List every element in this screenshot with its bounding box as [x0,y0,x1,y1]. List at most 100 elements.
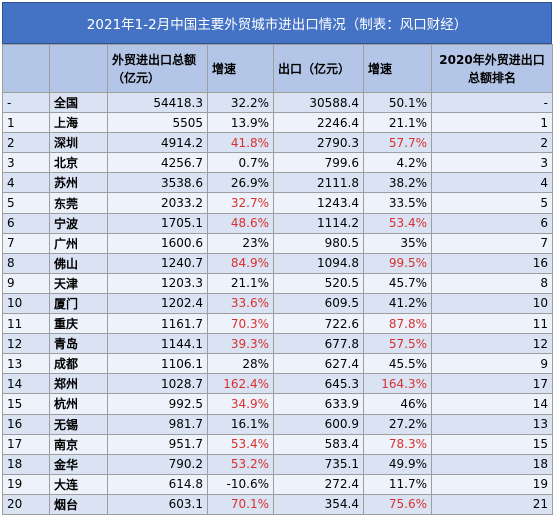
cell-export-growth: 57.7% [363,132,432,154]
cell-city: 苏州 [49,172,108,194]
cell-rank-2020: 1 [431,112,553,134]
cell-export: 520.5 [273,272,364,294]
cell-rank-2020: 8 [431,272,553,294]
cell-total-growth: 84.9% [207,252,274,274]
cell-export: 1094.8 [273,252,364,274]
cell-export: 354.4 [273,493,364,515]
cell-export: 799.6 [273,152,364,174]
cell-city: 佛山 [49,252,108,274]
cell-export-growth: 53.4% [363,212,432,234]
cell-export-growth: 87.8% [363,313,432,335]
cell-export: 272.4 [273,473,364,495]
cell-total-growth: 32.7% [207,192,274,214]
cell-export: 627.4 [273,353,364,375]
cell-rank: 2 [2,132,50,154]
cell-export-growth: 33.5% [363,192,432,214]
cell-total: 5505 [107,112,208,134]
table-header-row: 外贸进出口总额（亿元） 增速 出口（亿元） 增速 2020年外贸进出口总额排名 [2,44,553,93]
cell-total-growth: 39.3% [207,333,274,355]
cell-rank: 15 [2,393,50,415]
cell-export: 2246.4 [273,112,364,134]
cell-rank-2020: 7 [431,232,553,254]
cell-export-growth: 99.5% [363,252,432,274]
cell-export-growth: 11.7% [363,473,432,495]
cell-total: 790.2 [107,453,208,475]
cell-rank-2020: 11 [431,313,553,335]
table-row: 2 深圳 4914.2 41.8% 2790.3 57.7% 2 [2,132,553,154]
cell-rank: 10 [2,292,50,315]
header-export: 出口（亿元） [273,44,364,93]
cell-export: 677.8 [273,333,364,355]
cell-rank-2020: 19 [431,473,553,495]
cell-total-growth: 48.6% [207,212,274,234]
cell-rank: 6 [2,212,50,234]
cell-export-growth: 57.5% [363,333,432,355]
table-row: 15 杭州 992.5 34.9% 633.9 46% 14 [2,393,553,415]
cell-total: 603.1 [107,493,208,515]
cell-total-growth: -10.6% [207,473,274,495]
cell-export: 980.5 [273,232,364,254]
cell-rank: 7 [2,232,50,254]
cell-city: 上海 [49,112,108,134]
cell-export-growth: 164.3% [363,373,432,395]
cell-city: 广州 [49,232,108,254]
cell-export-growth: 4.2% [363,152,432,174]
cell-total-growth: 53.4% [207,433,274,455]
table-row: 13 成都 1106.1 28% 627.4 45.5% 9 [2,353,553,375]
table-row: 1 上海 5505 13.9% 2246.4 21.1% 1 [2,112,553,134]
cell-total: 614.8 [107,473,208,495]
cell-export-growth: 49.9% [363,453,432,475]
cell-total-growth: 70.3% [207,313,274,335]
cell-rank: 20 [2,493,50,515]
cell-export: 583.4 [273,433,364,455]
cell-rank: 4 [2,172,50,194]
cell-export: 609.5 [273,292,364,315]
cell-export-growth: 21.1% [363,112,432,134]
cell-total-growth: 28% [207,353,274,375]
cell-city: 厦门 [49,292,108,315]
cell-rank: 1 [2,112,50,134]
cell-rank-2020: 16 [431,252,553,274]
table-row: 8 佛山 1240.7 84.9% 1094.8 99.5% 16 [2,252,553,274]
cell-total: 3538.6 [107,172,208,194]
cell-total-growth: 21.1% [207,272,274,294]
table-row: 6 宁波 1705.1 48.6% 1114.2 53.4% 6 [2,212,553,234]
table-row: 5 东莞 2033.2 32.7% 1243.4 33.5% 5 [2,192,553,214]
cell-total: 951.7 [107,433,208,455]
cell-city: 北京 [49,152,108,174]
cell-rank-2020: 18 [431,453,553,475]
table-title: 2021年1-2月中国主要外贸城市进出口情况（制表：风口财经） [2,2,552,44]
cell-total-growth: 34.9% [207,393,274,415]
cell-rank: 18 [2,453,50,475]
cell-total: 1144.1 [107,333,208,355]
table-row: 14 郑州 1028.7 162.4% 645.3 164.3% 17 [2,373,553,395]
cell-total: 1161.7 [107,313,208,335]
header-total: 外贸进出口总额（亿元） [107,44,208,93]
cell-total-growth: 162.4% [207,373,274,395]
cell-rank-2020: 17 [431,373,553,395]
table-row: 3 北京 4256.7 0.7% 799.6 4.2% 3 [2,152,553,174]
table-row: 9 天津 1203.3 21.1% 520.5 45.7% 8 [2,272,553,294]
cell-rank-2020: 6 [431,212,553,234]
table-row: - 全国 54418.3 32.2% 30588.4 50.1% - [2,91,553,114]
cell-export: 2111.8 [273,172,364,194]
cell-rank: 9 [2,272,50,294]
table-row: 10 厦门 1202.4 33.6% 609.5 41.2% 10 [2,292,553,315]
cell-rank: 11 [2,313,50,335]
cell-city: 宁波 [49,212,108,234]
table-row: 11 重庆 1161.7 70.3% 722.6 87.8% 11 [2,313,553,335]
cell-city: 东莞 [49,192,108,214]
cell-city: 成都 [49,353,108,375]
cell-rank: 17 [2,433,50,455]
cell-city: 无锡 [49,413,108,435]
cell-rank: 8 [2,252,50,274]
cell-export-growth: 78.3% [363,433,432,455]
cell-rank-2020: 13 [431,413,553,435]
cell-export-growth: 41.2% [363,292,432,315]
table-row: 7 广州 1600.6 23% 980.5 35% 7 [2,232,553,254]
cell-total: 992.5 [107,393,208,415]
cell-export-growth: 38.2% [363,172,432,194]
cell-export: 1243.4 [273,192,364,214]
cell-total-growth: 33.6% [207,292,274,315]
cell-city: 青岛 [49,333,108,355]
